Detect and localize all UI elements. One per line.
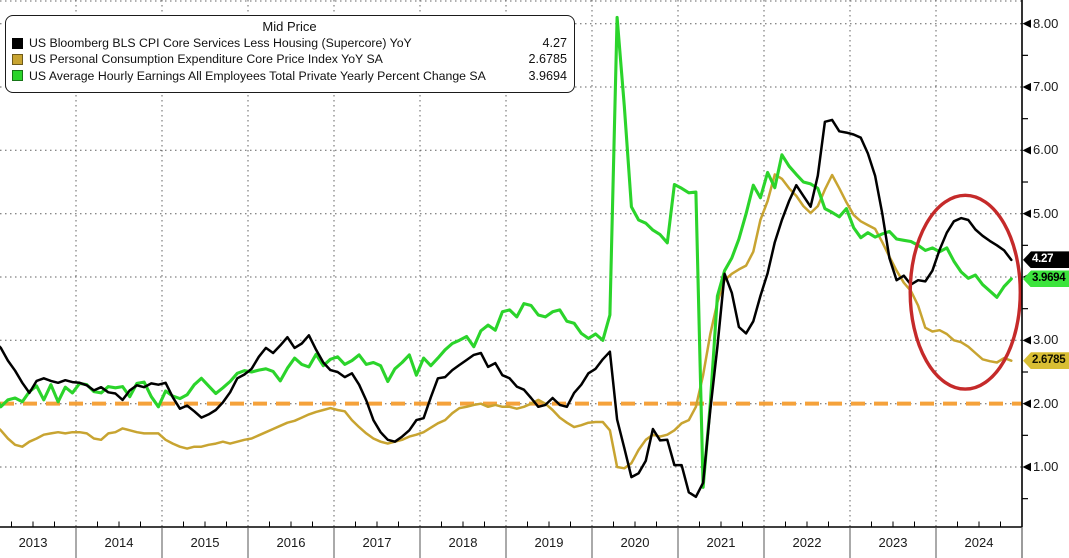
legend-swatch-icon — [12, 70, 23, 82]
legend-series-value: 4.27 — [542, 36, 567, 50]
x-axis-year-label: 2020 — [620, 535, 650, 550]
x-axis-year-label: 2022 — [792, 535, 822, 550]
x-axis-year-label: 2015 — [190, 535, 220, 550]
x-axis-year-label: 2021 — [706, 535, 736, 550]
y-axis-tick-label: 3.00 — [1033, 332, 1059, 348]
y-axis-tick-label: 6.00 — [1033, 142, 1059, 158]
legend-rows: US Bloomberg BLS CPI Core Services Less … — [12, 35, 567, 84]
x-axis-year-label: 2017 — [362, 535, 392, 550]
y-tick-arrow — [1022, 209, 1031, 218]
x-axis-year-label: 2024 — [964, 535, 994, 550]
legend-row: US Bloomberg BLS CPI Core Services Less … — [12, 35, 567, 51]
y-tick-arrow — [1022, 82, 1031, 92]
y-tick-arrow — [1022, 146, 1031, 155]
x-axis-year-label: 2018 — [448, 535, 478, 550]
series-line-core-pce — [0, 173, 1013, 470]
x-axis-year-label: 2013 — [18, 535, 48, 550]
y-axis-tick-label: 7.00 — [1033, 79, 1059, 95]
y-axis-tick-label: 1.00 — [1033, 459, 1059, 474]
legend-row: US Personal Consumption Expenditure Core… — [12, 51, 567, 67]
last-value-tag: 2.6785 — [1023, 352, 1069, 370]
y-tick-arrow — [1022, 336, 1031, 345]
y-tick-arrow — [1022, 19, 1031, 28]
last-value-tag: 3.9694 — [1023, 270, 1069, 288]
legend-series-label: US Bloomberg BLS CPI Core Services Less … — [29, 36, 412, 50]
legend-swatch-icon — [12, 37, 23, 49]
highlight-ellipse — [908, 193, 1022, 391]
series-line-avg-hourly-earnings — [0, 15, 1013, 489]
last-value-tag: 4.27 — [1023, 251, 1069, 269]
x-axis-year-label: 2019 — [534, 535, 564, 550]
legend-series-value: 3.9694 — [528, 68, 567, 83]
y-tick-arrow — [1022, 462, 1031, 472]
legend-title: Mid Price — [262, 19, 317, 34]
y-tick-arrow — [1022, 399, 1031, 408]
x-axis-year-label: 2014 — [104, 535, 134, 550]
legend-box: Mid Price US Bloomberg BLS CPI Core Serv… — [5, 15, 575, 93]
legend-series-value: 2.6785 — [528, 52, 567, 67]
x-axis-year-label: 2023 — [878, 535, 908, 550]
series-line-cpi-supercore — [0, 118, 1013, 499]
y-axis-tick-label: 5.00 — [1033, 205, 1059, 221]
y-axis-tick-label: 8.00 — [1033, 15, 1059, 31]
legend-swatch-icon — [12, 53, 23, 65]
legend-series-label: US Personal Consumption Expenditure Core… — [29, 52, 383, 67]
legend-series-label: US Average Hourly Earnings All Employees… — [29, 68, 486, 83]
x-axis-year-label: 2016 — [276, 535, 306, 550]
y-axis-tick-label: 2.00 — [1033, 395, 1059, 411]
legend-row: US Average Hourly Earnings All Employees… — [12, 68, 567, 84]
